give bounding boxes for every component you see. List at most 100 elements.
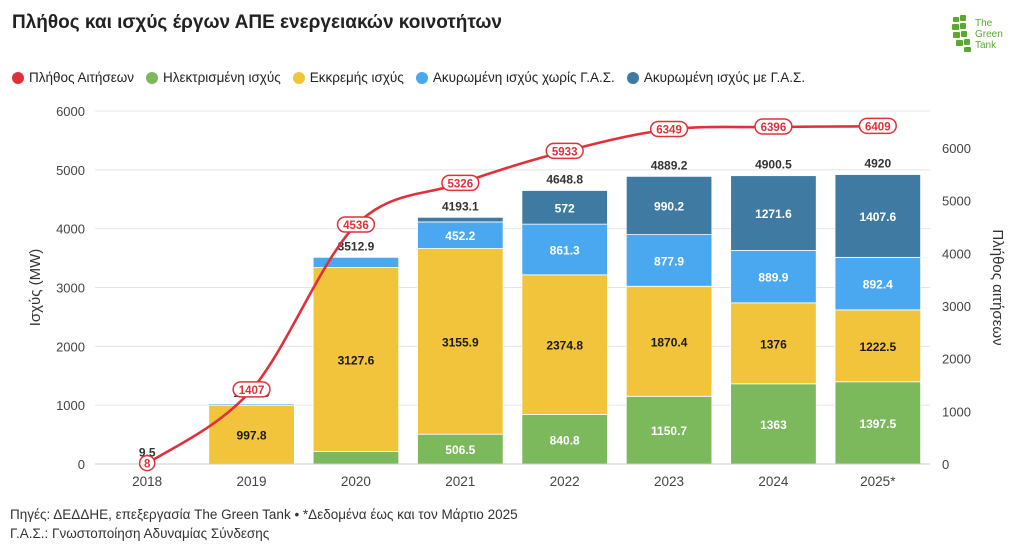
bar-segment bbox=[208, 403, 295, 406]
legend-item-0[interactable]: Πλήθος Αιτήσεων bbox=[12, 70, 134, 85]
legend-swatch bbox=[12, 71, 24, 84]
bar-value-label: 506.5 bbox=[445, 443, 475, 457]
y-tick-label: 1000 bbox=[56, 398, 85, 413]
bar-value-label: 1271.6 bbox=[755, 207, 792, 221]
legend-label: Πλήθος Αιτήσεων bbox=[29, 70, 135, 85]
bar-segment bbox=[417, 433, 504, 465]
y-tick-label: 0 bbox=[78, 457, 85, 472]
x-tick-label: 2022 bbox=[550, 474, 580, 489]
bar-segment bbox=[417, 221, 504, 249]
legend-item-3[interactable]: Ακυρωμένη ισχύς χωρίς Γ.Α.Σ. bbox=[415, 70, 615, 85]
bar-segment bbox=[625, 234, 713, 287]
bar-value-label: 2374.8 bbox=[546, 339, 583, 353]
bar-total-label: 4193.1 bbox=[442, 199, 479, 213]
bar-value-label: 997.8 bbox=[237, 429, 267, 443]
y2-tick-label: 6000 bbox=[942, 141, 971, 156]
bar-segment bbox=[521, 223, 608, 276]
line-point-label: 5933 bbox=[552, 146, 578, 158]
y-tick-label: 5000 bbox=[56, 163, 85, 178]
chart-legend: Πλήθος Αιτήσεων Ηλεκτρισμένη ισχύς Εκκρεμή… bbox=[12, 70, 817, 85]
y-tick-label: 3000 bbox=[56, 281, 85, 296]
bar-total-label: 4889.2 bbox=[651, 158, 688, 172]
y2-tick-label: 0 bbox=[942, 457, 949, 472]
y2-tick-label: 3000 bbox=[942, 299, 971, 314]
line-point-label: 6396 bbox=[761, 122, 787, 134]
line-point-marker bbox=[858, 117, 897, 135]
line-point-marker bbox=[232, 381, 271, 398]
line-point-marker bbox=[545, 142, 584, 160]
bar-value-label: 892.4 bbox=[863, 278, 893, 292]
x-tick-label: 2025* bbox=[860, 474, 896, 489]
x-tick-label: 2020 bbox=[341, 474, 371, 489]
bar-value-label: 452.2 bbox=[445, 229, 475, 243]
bar-segment bbox=[521, 190, 608, 225]
line-point-marker bbox=[649, 120, 689, 138]
x-tick-label: 2023 bbox=[654, 474, 684, 489]
bar-value-label: 1363 bbox=[760, 418, 787, 432]
bar-segment bbox=[730, 302, 817, 385]
logo-mark-icon bbox=[952, 15, 971, 52]
x-tick-label: 2024 bbox=[758, 474, 789, 489]
line-point-marker bbox=[336, 216, 376, 233]
legend-swatch bbox=[415, 71, 428, 84]
bar-value-label: 1376 bbox=[760, 337, 787, 351]
legend-item-1[interactable]: Ηλεκτρισμένη ισχύς bbox=[146, 70, 281, 85]
bar-segment bbox=[730, 175, 817, 251]
legend-swatch bbox=[146, 71, 159, 84]
line-point-label: 5326 bbox=[448, 178, 474, 190]
footer-sources: Πηγές: ΔΕΔΔΗΕ, επεξεργασία The Green Tan… bbox=[10, 507, 518, 522]
y2-tick-label: 4000 bbox=[942, 246, 971, 261]
bar-value-label: 1397.5 bbox=[859, 417, 896, 431]
line-point-label: 8 bbox=[144, 459, 151, 471]
y2-axis-title: Πλήθος αιτήσεων bbox=[989, 229, 1006, 345]
bar-segment bbox=[625, 175, 713, 236]
x-tick-label: 2019 bbox=[237, 474, 267, 489]
bar-value-label: 3127.6 bbox=[338, 354, 375, 368]
chart-title: Πλήθος και ισχύς έργων ΑΠΕ ενεργειακών κ… bbox=[12, 12, 502, 33]
line-point-marker bbox=[754, 118, 793, 135]
legend-label: Ακυρωμένη ισχύς με Γ.Α.Σ. bbox=[643, 70, 806, 85]
x-tick-label: 2018 bbox=[132, 474, 162, 489]
y-tick-label: 6000 bbox=[56, 104, 85, 119]
bar-value-label: 1150.7 bbox=[651, 424, 687, 438]
line-point-label: 6349 bbox=[656, 124, 682, 136]
bar-segment bbox=[834, 309, 922, 383]
bar-value-label: 3155.9 bbox=[442, 335, 479, 349]
bar-segment bbox=[834, 174, 922, 258]
bar-value-label: 990.2 bbox=[654, 199, 684, 213]
bar-segment bbox=[730, 383, 817, 465]
bar-total-label: 4920 bbox=[864, 157, 891, 171]
bar-segment bbox=[417, 248, 504, 435]
chart-footer: Πηγές: ΔΕΔΔΗΕ, επεξεργασία The Green Tan… bbox=[10, 505, 518, 543]
bar-segment bbox=[417, 216, 504, 223]
bar-value-label: 572 bbox=[555, 201, 575, 215]
legend-label: Ηλεκτρισμένη ισχύς bbox=[163, 70, 281, 85]
y-tick-label: 2000 bbox=[56, 339, 85, 354]
legend-item-2[interactable]: Εκκρεμής ισχύς bbox=[292, 70, 404, 85]
bar-segment bbox=[625, 285, 713, 397]
bar-value-label: 840.8 bbox=[550, 433, 580, 447]
legend-item-4[interactable]: Ακυρωμένη ισχύς με Γ.Α.Σ. bbox=[626, 70, 806, 85]
bar-segment bbox=[521, 414, 608, 465]
stacked-bar-line-chart: 0 1000 2000 3000 4000 5000 6000 0 1000 2000 3000 40… bbox=[27, 104, 1006, 489]
bar-total-label: 4900.5 bbox=[755, 158, 792, 172]
logo-text-line2: Green bbox=[975, 29, 1003, 40]
bar-value-label: 877.9 bbox=[654, 254, 684, 268]
green-tank-logo: The Green Tank bbox=[952, 15, 1003, 52]
bar-total-label: 3512.9 bbox=[338, 239, 375, 253]
y2-tick-label: 5000 bbox=[942, 194, 971, 209]
legend-swatch bbox=[292, 71, 305, 84]
bar-segment bbox=[730, 250, 817, 304]
line-point-label: 1407 bbox=[239, 385, 265, 397]
line-point-label: 4536 bbox=[343, 220, 369, 232]
y2-tick-label: 1000 bbox=[942, 404, 971, 419]
bar-value-label: 889.9 bbox=[758, 271, 788, 285]
logo-text-line3: Tank bbox=[975, 40, 997, 51]
bar-total-label: 4648.8 bbox=[546, 172, 583, 186]
footer-note: Γ.Α.Σ.: Γνωστοποίηση Αδυναμίας Σύνδεσης bbox=[10, 526, 270, 541]
line-point-marker bbox=[138, 454, 156, 472]
legend-label: Εκκρεμής ισχύς bbox=[309, 70, 404, 85]
logo-text-line1: The bbox=[975, 18, 993, 29]
line-point-marker bbox=[441, 174, 480, 192]
y-tick-label: 4000 bbox=[56, 222, 85, 237]
